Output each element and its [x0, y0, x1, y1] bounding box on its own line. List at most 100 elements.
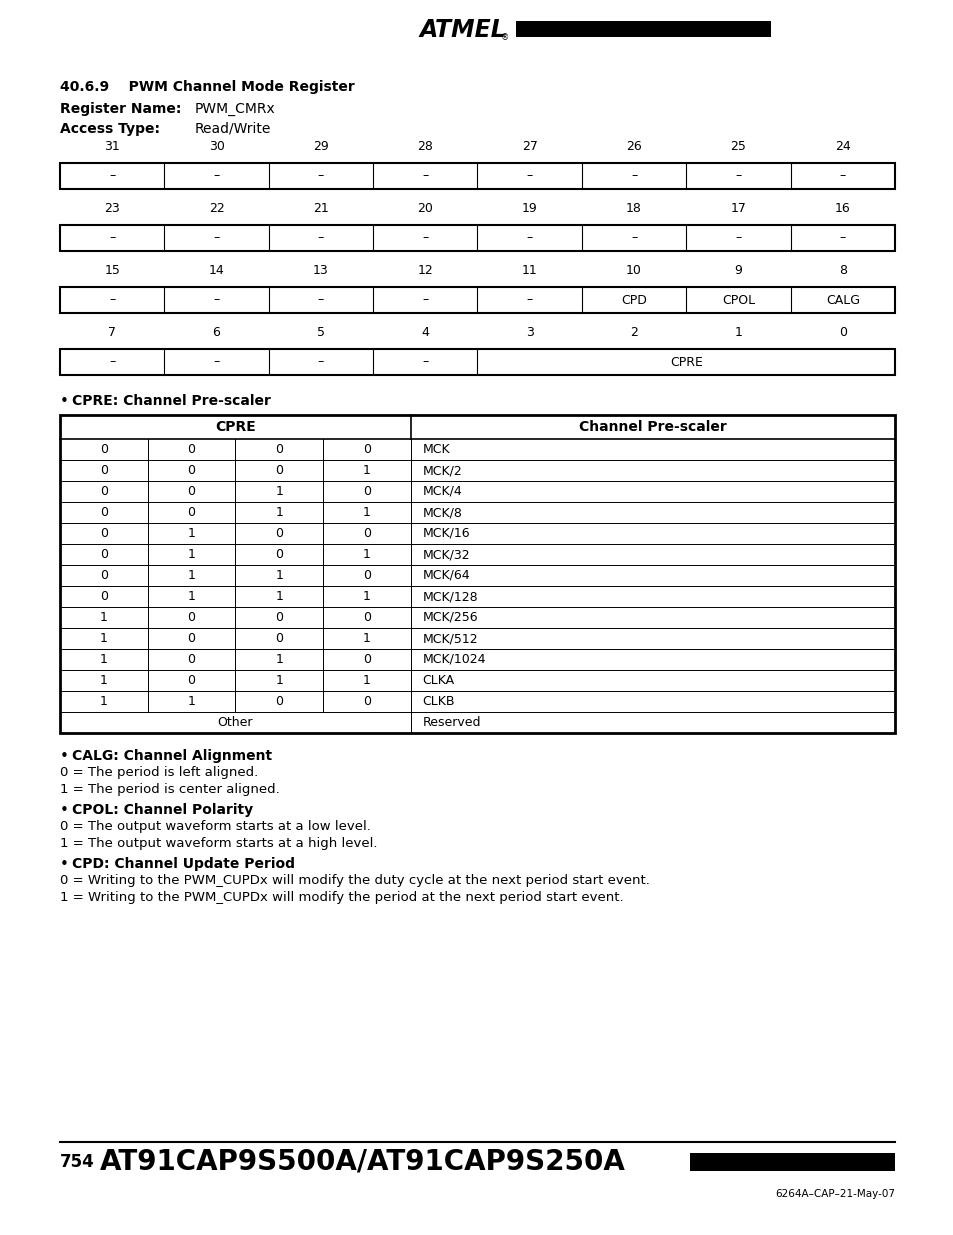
Text: CPRE: Channel Pre-scaler: CPRE: Channel Pre-scaler [71, 394, 271, 408]
Text: PWM_CMRx: PWM_CMRx [194, 103, 275, 116]
Text: CPRE: CPRE [669, 356, 702, 368]
Text: 28: 28 [416, 141, 433, 153]
Text: ®: ® [500, 33, 509, 42]
Text: 1: 1 [275, 674, 283, 687]
Text: –: – [213, 356, 219, 368]
Bar [60, 287, 894, 312]
Text: 15: 15 [104, 264, 120, 278]
Text: 1: 1 [362, 674, 371, 687]
Text: 1: 1 [188, 695, 195, 708]
Text: Other: Other [217, 716, 253, 729]
Text: 0 = The output waveform starts at a low level.: 0 = The output waveform starts at a low … [60, 820, 371, 832]
Text: AT91CAP9S500A/AT91CAP9S250A: AT91CAP9S500A/AT91CAP9S250A [100, 1149, 625, 1176]
Text: 0: 0 [274, 695, 283, 708]
Text: CPD: Channel Update Period: CPD: Channel Update Period [71, 857, 294, 871]
Bar [60, 163, 894, 189]
Text: 9: 9 [734, 264, 741, 278]
Text: 3: 3 [525, 326, 533, 340]
Text: 0: 0 [188, 464, 195, 477]
Text: 0: 0 [188, 632, 195, 645]
Text: –: – [109, 169, 115, 183]
Text: –: – [526, 169, 533, 183]
Text: 23: 23 [104, 203, 120, 215]
Text: –: – [422, 169, 428, 183]
Text: 30: 30 [209, 141, 224, 153]
Text: 0: 0 [274, 443, 283, 456]
Text: 7: 7 [108, 326, 116, 340]
Text: 11: 11 [521, 264, 537, 278]
Text: 12: 12 [417, 264, 433, 278]
Text: –: – [422, 294, 428, 306]
Text: 0: 0 [188, 653, 195, 666]
Text: –: – [317, 169, 324, 183]
Text: 6: 6 [213, 326, 220, 340]
Text: 8: 8 [838, 264, 846, 278]
Text: –: – [630, 231, 637, 245]
Text: Register Name:: Register Name: [60, 103, 181, 116]
Text: 24: 24 [834, 141, 850, 153]
Text: CALG: CALG [825, 294, 859, 306]
Text: 29: 29 [313, 141, 329, 153]
Bar [60, 415, 894, 734]
Text: 20: 20 [416, 203, 433, 215]
Text: 1 = The period is center aligned.: 1 = The period is center aligned. [60, 783, 279, 797]
Text: 27: 27 [521, 141, 537, 153]
Text: 0: 0 [100, 590, 108, 603]
Text: 0: 0 [274, 527, 283, 540]
Text: –: – [839, 169, 845, 183]
Text: 0: 0 [100, 443, 108, 456]
Text: –: – [422, 356, 428, 368]
Text: 0: 0 [188, 506, 195, 519]
Text: Access Type:: Access Type: [60, 122, 160, 136]
Text: 0: 0 [188, 443, 195, 456]
Text: 0: 0 [100, 569, 108, 582]
Text: 0: 0 [362, 443, 371, 456]
Text: –: – [109, 356, 115, 368]
Text: ATMEL: ATMEL [419, 19, 506, 42]
Text: Channel Pre-scaler: Channel Pre-scaler [578, 420, 726, 433]
Text: –: – [630, 169, 637, 183]
Text: 40.6.9    PWM Channel Mode Register: 40.6.9 PWM Channel Mode Register [60, 80, 355, 94]
Text: 25: 25 [730, 141, 745, 153]
Text: 754: 754 [60, 1153, 94, 1171]
Text: 21: 21 [313, 203, 329, 215]
Text: 17: 17 [730, 203, 745, 215]
Text: 1: 1 [188, 569, 195, 582]
Text: 22: 22 [209, 203, 224, 215]
Text: 10: 10 [625, 264, 641, 278]
Text: 0: 0 [188, 674, 195, 687]
Text: –: – [213, 169, 219, 183]
Text: 0: 0 [188, 611, 195, 624]
Text: 16: 16 [834, 203, 850, 215]
Bar [689, 1153, 894, 1171]
Text: 1: 1 [188, 548, 195, 561]
Text: 0: 0 [100, 527, 108, 540]
Text: 1: 1 [100, 653, 108, 666]
Text: –: – [317, 356, 324, 368]
Text: Read/Write: Read/Write [194, 122, 271, 136]
Text: MCK/1024: MCK/1024 [422, 653, 486, 666]
Text: MCK/128: MCK/128 [422, 590, 477, 603]
Text: 1: 1 [362, 506, 371, 519]
Text: 1: 1 [734, 326, 741, 340]
Text: 5: 5 [316, 326, 325, 340]
Text: MCK/512: MCK/512 [422, 632, 477, 645]
Text: –: – [735, 169, 740, 183]
Text: 14: 14 [209, 264, 224, 278]
Text: MCK/16: MCK/16 [422, 527, 470, 540]
Text: 0 = The period is left aligned.: 0 = The period is left aligned. [60, 766, 258, 779]
Text: 0: 0 [274, 632, 283, 645]
Text: •: • [60, 394, 69, 409]
Text: 1 = Writing to the PWM_CUPDx will modify the period at the next period start eve: 1 = Writing to the PWM_CUPDx will modify… [60, 890, 623, 904]
Text: –: – [317, 294, 324, 306]
Text: 0: 0 [274, 611, 283, 624]
Text: MCK/32: MCK/32 [422, 548, 470, 561]
Text: –: – [526, 231, 533, 245]
Text: 1: 1 [362, 590, 371, 603]
Text: CPOL: CPOL [721, 294, 754, 306]
Text: •: • [60, 857, 69, 872]
Text: •: • [60, 748, 69, 764]
Text: 13: 13 [313, 264, 329, 278]
Text: 18: 18 [625, 203, 641, 215]
Text: –: – [317, 231, 324, 245]
